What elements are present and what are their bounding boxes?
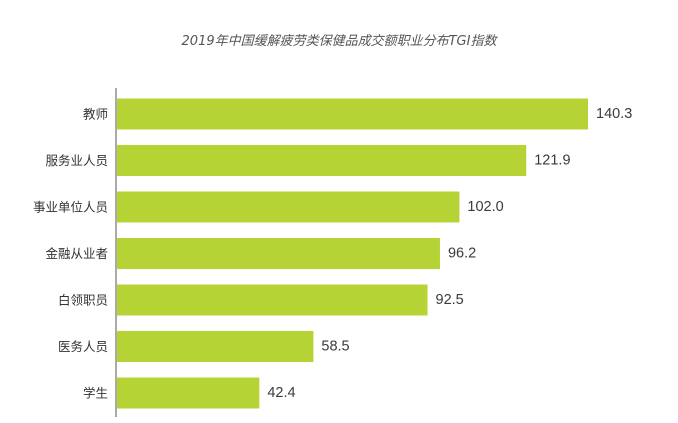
value-label: 42.4 — [267, 385, 295, 401]
value-label: 140.3 — [596, 106, 632, 122]
category-label: 教师 — [83, 107, 108, 122]
category-label: 学生 — [83, 386, 108, 401]
value-label: 102.0 — [467, 199, 503, 215]
bar — [117, 238, 440, 269]
value-label: 92.5 — [436, 292, 464, 308]
category-label: 服务业人员 — [45, 153, 108, 168]
bar — [117, 284, 428, 316]
category-label: 事业单位人员 — [33, 200, 108, 215]
category-label: 白领职员 — [58, 293, 108, 308]
bar — [117, 331, 314, 362]
chart-title: 2019年中国缓解疲劳类保健品成交额职业分布TGI指数 — [181, 34, 497, 49]
value-label: 58.5 — [321, 339, 349, 355]
category-label: 医务人员 — [58, 339, 108, 354]
value-label: 96.2 — [448, 246, 476, 262]
bar — [117, 377, 260, 409]
bar — [117, 98, 588, 130]
bar — [117, 191, 460, 223]
category-label: 金融从业者 — [45, 246, 108, 261]
value-label: 121.9 — [534, 153, 570, 169]
bar — [117, 145, 527, 176]
bars-layer: 教师 140.3 服务业人员 121.9 事业单位人员 102.0 金融从业者 96.2 白领职… — [33, 98, 632, 409]
